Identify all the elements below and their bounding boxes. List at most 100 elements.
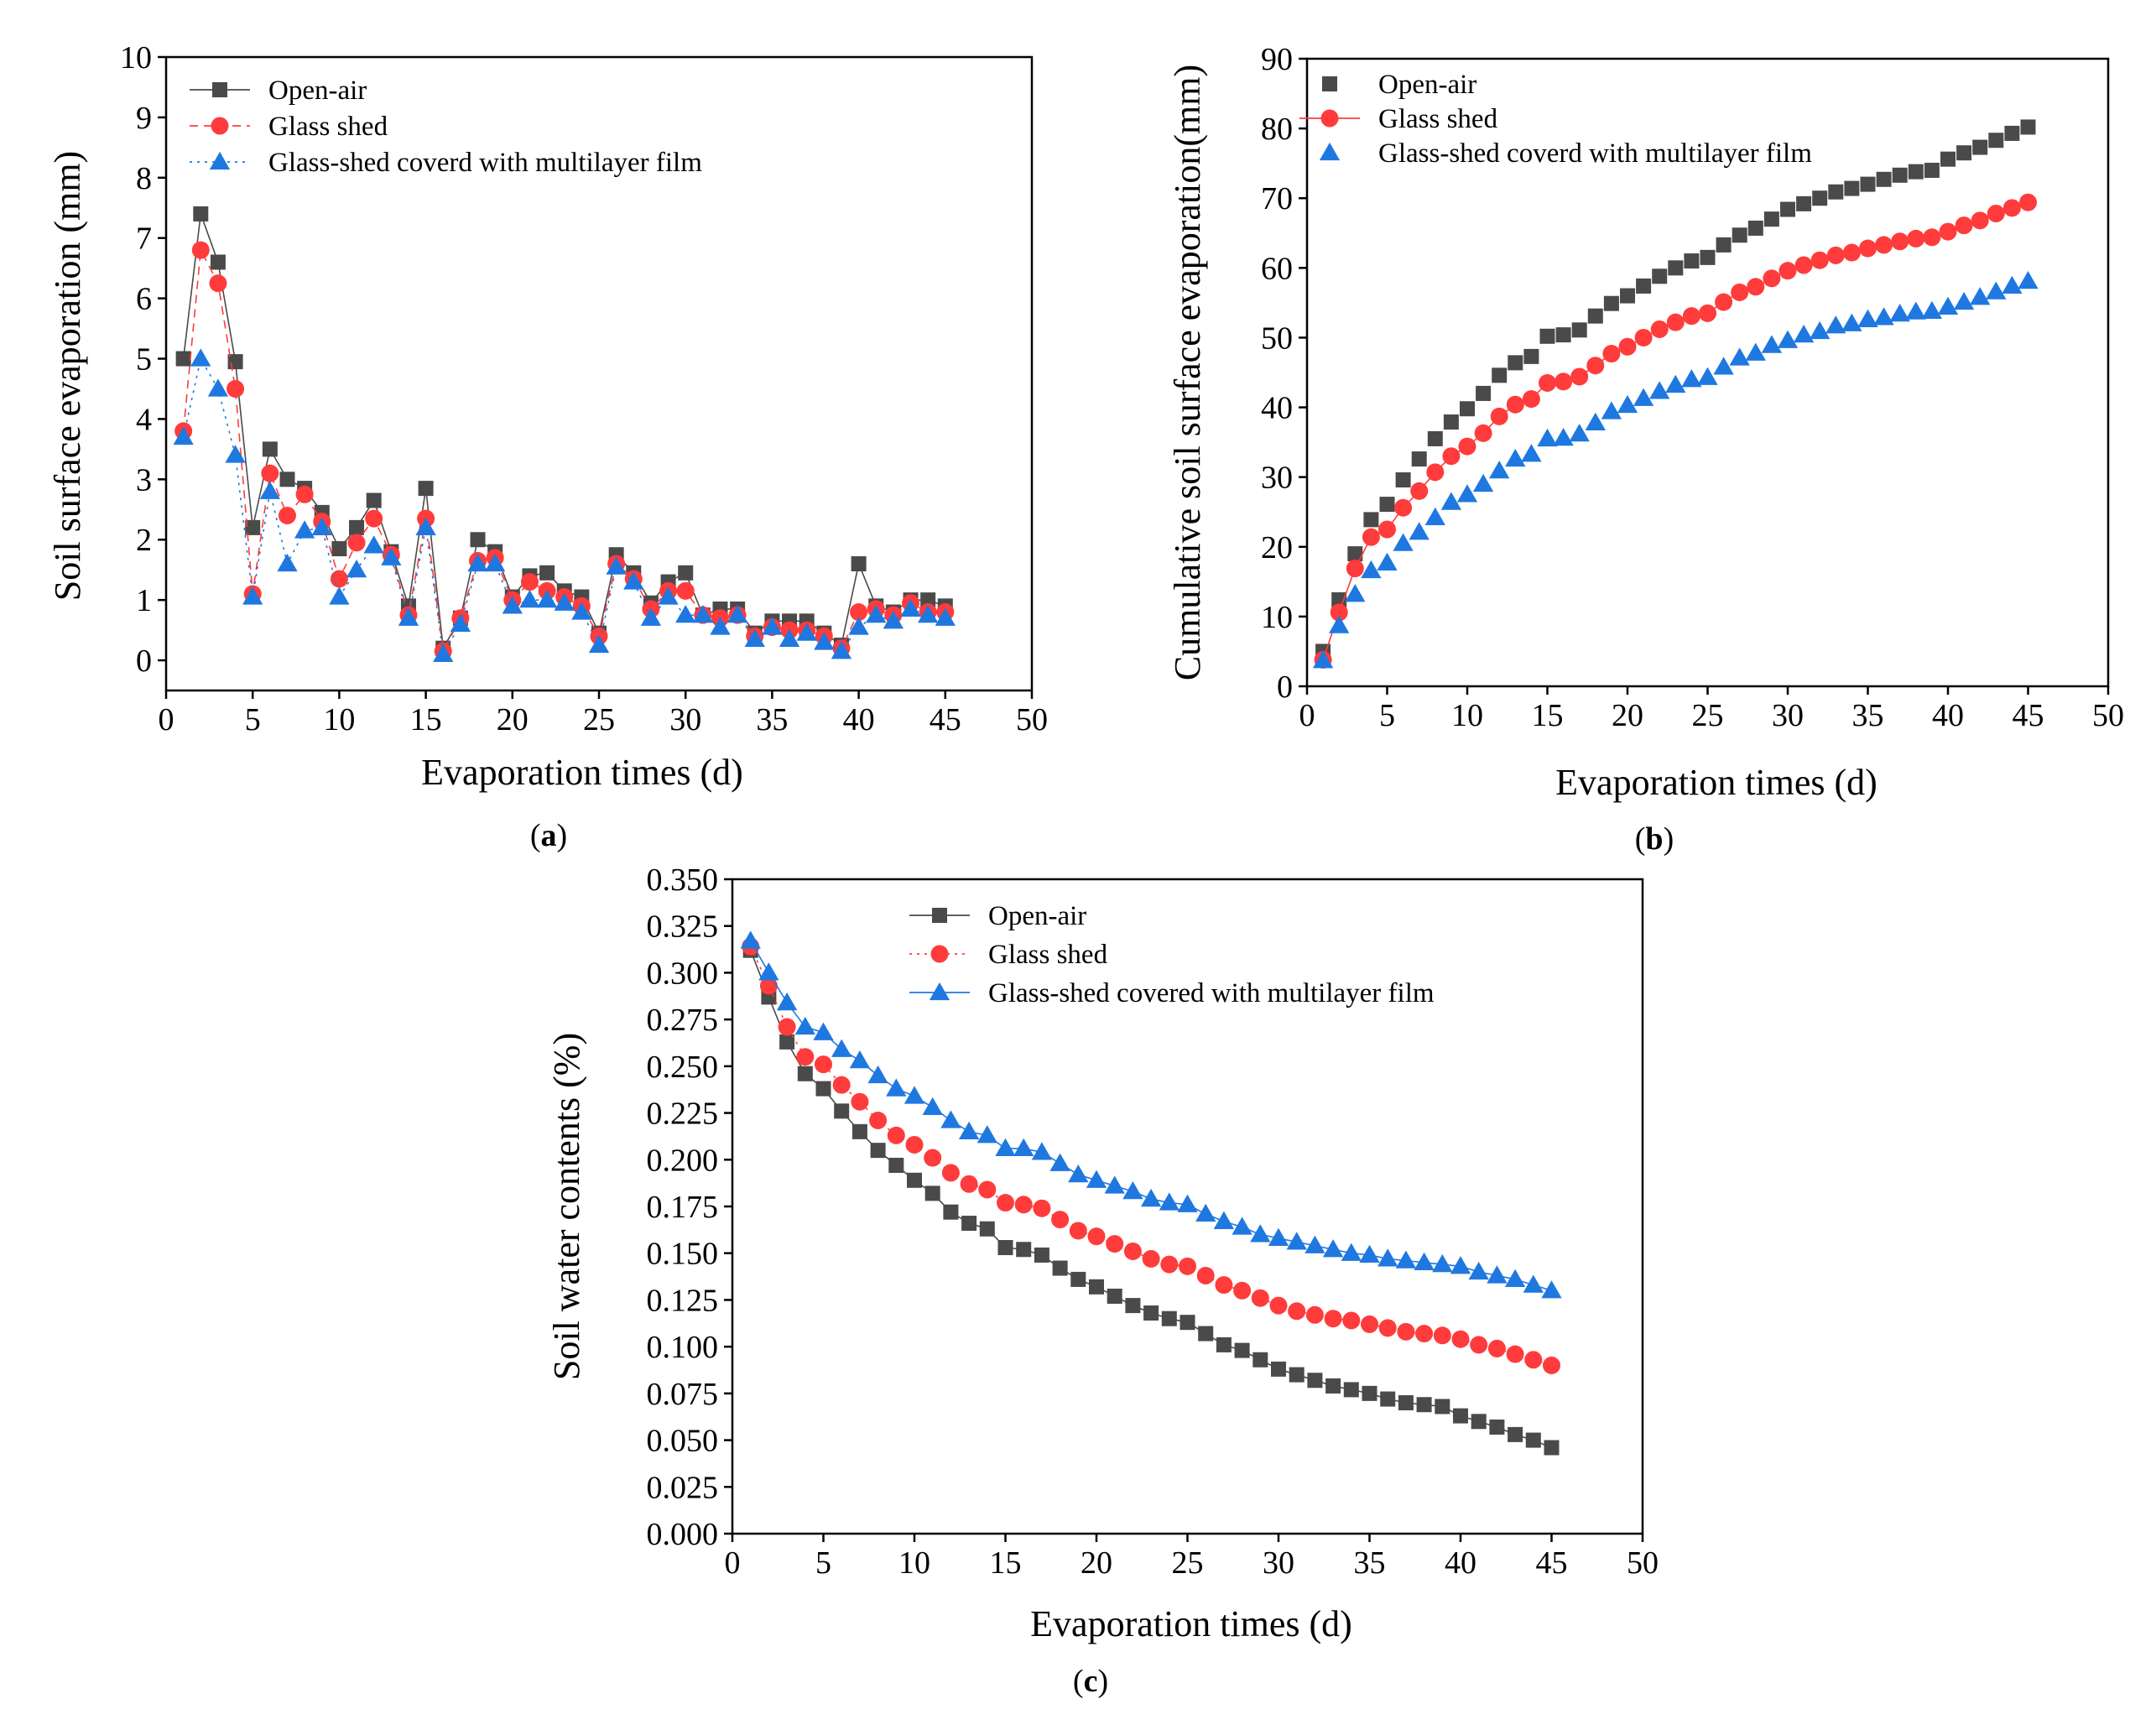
chart-c-x-tick-label: 10 — [898, 1545, 930, 1581]
chart-b-x-tick-label: 15 — [1532, 698, 1564, 733]
chart-c-data-point — [1523, 1274, 1544, 1293]
chart-b-series-0 — [1315, 119, 2036, 659]
chart-a-data-point — [349, 519, 365, 535]
chart-a-series-line — [182, 213, 946, 651]
chart-c-data-point — [1268, 1227, 1289, 1246]
chart-a-data-point — [779, 628, 800, 647]
chart-a-data-point — [366, 492, 382, 508]
chart-a-data-point — [675, 604, 696, 623]
chart-c-data-point — [887, 1126, 905, 1144]
chart-c-legend-marker — [929, 982, 950, 1001]
chart-b-data-point — [1859, 239, 1877, 258]
chart-c-x-tick-label: 15 — [990, 1545, 1022, 1581]
chart-a-x-tick-label: 20 — [497, 702, 529, 737]
chart-c-data-point — [759, 977, 778, 995]
chart-c-y-tick-label: 0.025 — [647, 1470, 719, 1505]
chart-c-data-point — [940, 1110, 961, 1128]
chart-b-data-point — [1424, 507, 1445, 525]
chart-c-data-point — [1305, 1235, 1325, 1253]
chart-c-data-point — [1322, 1239, 1344, 1258]
chart-b-data-point — [1682, 307, 1700, 326]
chart-c-y-tick-label: 0.175 — [647, 1190, 719, 1225]
chart-b-data-point — [1684, 253, 1700, 269]
chart-b-data-point — [1747, 220, 1763, 236]
chart-a-data-point — [814, 632, 835, 650]
chart-b-x-axis-title: Evaporation times (d) — [1555, 762, 1877, 803]
chart-c-data-point — [1089, 1279, 1104, 1295]
chart-c-legend-marker — [930, 945, 949, 963]
chart-a-data-point — [261, 464, 279, 482]
chart-a-data-point — [363, 535, 384, 554]
chart-b-data-point — [1634, 328, 1653, 346]
chart-c-data-point — [740, 930, 761, 949]
chart-c-data-point — [815, 1055, 832, 1074]
chart-c-data-point — [1453, 1408, 1468, 1424]
chart-b-data-point — [1713, 357, 1734, 375]
chart-c-data-point — [1377, 1248, 1398, 1267]
chart-b-x-tick-label: 40 — [1932, 698, 1964, 733]
chart-c-data-point — [907, 1172, 922, 1188]
chart-c-data-point — [1123, 1242, 1142, 1260]
chart-c-data-point — [1215, 1276, 1233, 1295]
chart-c-data-point — [961, 1216, 977, 1232]
chart-a-data-point — [850, 603, 868, 622]
chart-c-data-point — [794, 1016, 815, 1035]
chart-b-data-point — [1361, 560, 1382, 579]
chart-a-marks — [173, 206, 956, 662]
chart-c-data-point — [1160, 1255, 1179, 1274]
chart-b-data-point — [1924, 162, 1940, 178]
chart-b-data-point — [1378, 520, 1396, 539]
chart-a-data-point — [193, 206, 209, 221]
chart-b-data-point — [1778, 262, 1797, 280]
chart-a-data-point — [762, 617, 783, 635]
chart-b-data-point — [2004, 125, 2020, 141]
chart-b-data-point — [1988, 133, 2004, 148]
chart-c-data-point — [1289, 1367, 1305, 1383]
chart-b-legend-label: Glass shed — [1378, 104, 1498, 134]
chart-b-data-point — [1636, 278, 1652, 294]
chart-a-data-point — [883, 611, 904, 629]
chart-b-x-tick-label: 10 — [1451, 698, 1483, 733]
chart-b-data-point — [1668, 260, 1684, 276]
chart-a-data-point — [294, 520, 315, 539]
chart-c-data-point — [1343, 1382, 1359, 1398]
chart-c-data-point — [1196, 1266, 1215, 1284]
chart-b-data-point — [1456, 484, 1478, 503]
chart-c-data-point — [758, 962, 779, 981]
chart-a-y-tick-label: 7 — [136, 221, 152, 257]
chart-c-data-point — [1544, 1440, 1560, 1456]
chart-c-data-point — [1179, 1257, 1196, 1275]
chart-a-x-tick-label: 25 — [583, 702, 615, 737]
chart-b-data-point — [2002, 275, 2023, 294]
chart-b-y-tick-label: 0 — [1277, 670, 1293, 705]
chart-a-data-point — [744, 628, 765, 647]
chart-b-series-1 — [1314, 193, 2037, 669]
chart-c-data-point — [1142, 1249, 1160, 1268]
chart-c-data-point — [1016, 1242, 1032, 1258]
chart-b-y-tick-label: 40 — [1261, 391, 1293, 426]
chart-b-data-point — [1633, 388, 1654, 406]
chart-a-data-point — [918, 604, 939, 623]
chart-b-data-point — [1937, 296, 1959, 315]
chart-c-data-point — [924, 1149, 942, 1167]
chart-b-x-tick-label: 5 — [1379, 698, 1395, 733]
chart-c-data-point — [849, 1050, 871, 1069]
chart-c-data-point — [1271, 1361, 1286, 1377]
chart-a-x-tick-label: 30 — [669, 702, 701, 737]
chart-a-legend-entry: Open-air — [190, 76, 367, 106]
chart-c-data-point — [1470, 1336, 1488, 1354]
chart-c-y-tick-label: 0.350 — [647, 862, 719, 898]
chart-b-data-point — [1987, 205, 2005, 223]
chart-a-data-point — [450, 613, 471, 633]
chart-b-data-point — [1700, 249, 1716, 265]
chart-b-data-point — [1794, 256, 1813, 274]
chart-c-data-point — [867, 1065, 888, 1084]
chart-b-y-tick-label: 80 — [1261, 112, 1293, 147]
chart-a-data-point — [678, 565, 694, 581]
chart-c-data-point — [1068, 1164, 1089, 1183]
chart-c-data-point — [1125, 1298, 1141, 1314]
chart-b-data-point — [1971, 211, 1989, 230]
chart-b-data-point — [1505, 448, 1526, 467]
chart-c-data-point — [924, 1185, 940, 1201]
